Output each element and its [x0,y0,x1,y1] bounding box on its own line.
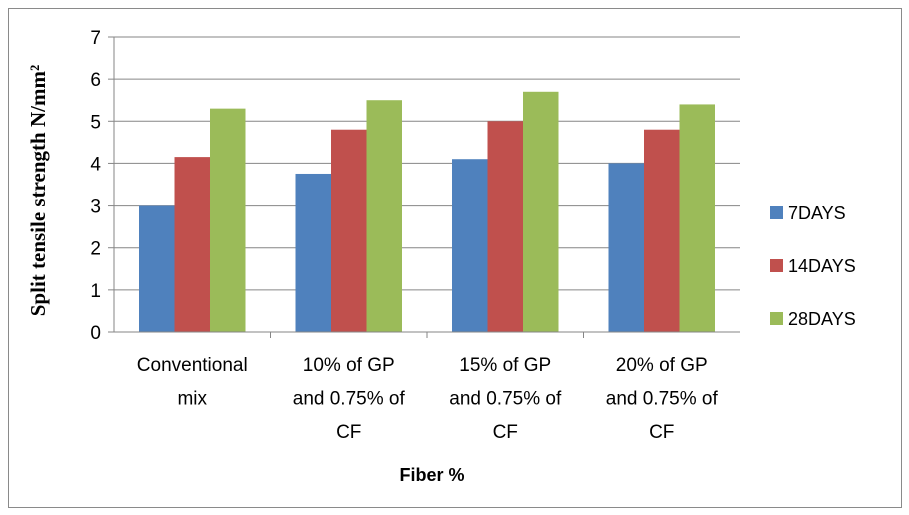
y-tick-label: 4 [90,154,101,175]
legend-swatch-28days [770,312,783,325]
y-tick-label: 0 [90,323,101,344]
x-tick-label-line: 15% of GP [459,355,551,376]
bar-7days-1 [139,205,175,332]
y-tick-label: 1 [90,281,101,302]
bar-14days-4 [644,129,680,332]
x-tick-label: 10% of GP and 0.75% of CF [293,355,406,443]
bars [139,91,715,333]
y-tick-label: 6 [90,70,101,91]
bar-7days-4 [608,163,644,332]
bar-14days-2 [331,129,367,332]
x-tick-label: 15% of GP and 0.75% of CF [449,355,562,443]
bar-28days-4 [679,104,715,332]
y-tick-label: 2 [90,239,101,260]
y-tick-label: 7 [90,28,101,49]
x-tick-label-line: CF [493,422,518,443]
x-tick-label-line: and 0.75% of [449,389,562,410]
x-tick-label-line: 10% of GP [303,355,395,376]
bar-28days-2 [366,100,402,332]
y-tick-label: 3 [90,197,101,218]
x-tick-label-line: CF [649,422,674,443]
legend-label-7days: 7DAYS [788,203,846,223]
y-axis-title: Split tensile strength N/mm² [26,65,50,317]
legend-swatch-7days [770,206,783,219]
x-tick-label-line: and 0.75% of [606,389,719,410]
bar-28days-3 [523,91,559,333]
y-tick-label: 5 [90,112,101,133]
x-tick-label-line: CF [336,422,361,443]
x-tick-label-line: 20% of GP [616,355,708,376]
bar-28days-1 [210,108,246,333]
legend-label-28days: 28DAYS [788,309,856,329]
bar-14days-1 [174,157,210,332]
x-tick-label-line: and 0.75% of [293,389,406,410]
bar-7days-3 [452,159,488,332]
legend-label-14days: 14DAYS [788,256,856,276]
x-axis-title: Fiber % [399,465,464,485]
bar-14days-3 [487,121,523,333]
x-tick-label: 20% of GP and 0.75% of CF [606,355,719,443]
x-tick-label-line: mix [177,389,207,410]
legend-swatch-14days [770,259,783,272]
x-tick-label-line: Conventional [137,355,248,376]
axes [113,37,740,338]
x-tick-label: Conventional mix [137,355,248,410]
legend: 7DAYS 14DAYS 28DAYS [770,203,856,329]
bar-7days-2 [295,173,331,332]
y-tick-labels: 0 1 2 3 4 5 6 7 [90,28,101,344]
